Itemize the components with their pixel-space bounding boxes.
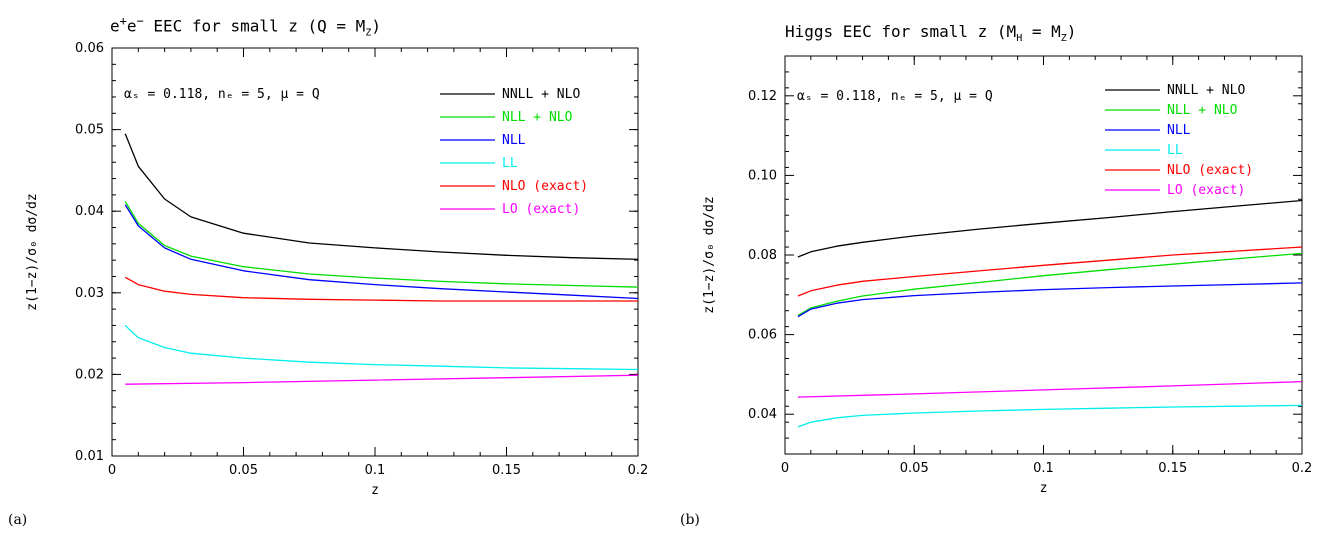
- panel-a-title-sub: Z: [365, 27, 372, 39]
- series-line-nll: [124, 204, 639, 300]
- y-axis-label: z(1−z)/σ₀ dσ/dz: [25, 193, 40, 310]
- panel-b-title-sub2: Z: [1060, 33, 1067, 45]
- x-tick-label: 0.2: [628, 463, 649, 478]
- series-line-nlo-exact-: [797, 246, 1303, 297]
- legend-label: LO (exact): [1167, 183, 1245, 198]
- panel-a-title-end: ): [371, 16, 381, 36]
- legend-label: NLL: [502, 133, 526, 148]
- x-tick-label: 0: [781, 461, 789, 476]
- panel-a-title: e+e− EEC for small z (Q = MZ): [110, 14, 381, 39]
- params-label: αₛ = 0.118, nₑ = 5, μ = Q: [797, 89, 993, 104]
- y-tick-label: 0.10: [748, 168, 777, 183]
- legend-label: LO (exact): [502, 202, 580, 217]
- panel-b-title-mid: = M: [1022, 22, 1061, 41]
- chart-b: 0 0.05 0.1 0.15 0.2 0.04 0.06 0.08 0.10 0.12 z z(1−…: [702, 55, 1313, 496]
- y-tick-label: 0.05: [75, 123, 104, 138]
- legend-label: NLO (exact): [1167, 163, 1253, 178]
- x-tick-label: 0.15: [492, 463, 521, 478]
- panel-a-title-sup2: −: [136, 14, 144, 28]
- panel-a-title-mid: e: [126, 16, 137, 36]
- y-tick-label: 0.12: [748, 89, 777, 104]
- legend-label: NNLL + NLO: [1167, 83, 1245, 98]
- series-line-lo-exact-: [125, 374, 639, 385]
- panel-b-letter: (b): [680, 512, 700, 528]
- chart-a: 0 0.05 0.1 0.15 0.2 0.01 0.02 0.03 0.04 0.05 0.06 z…: [25, 41, 648, 498]
- x-axis-label: z: [371, 483, 379, 498]
- panel-b-title-end: ): [1066, 22, 1077, 41]
- x-tick-label: 0: [108, 463, 116, 478]
- legend-label: NLL + NLO: [1167, 103, 1238, 118]
- series-line-nll-nlo: [124, 201, 639, 288]
- params-label: αₛ = 0.118, nₑ = 5, μ = Q: [124, 87, 320, 102]
- legend-label: NNLL + NLO: [502, 87, 580, 102]
- series-line-nll: [797, 282, 1303, 318]
- x-tick-label: 0.2: [1292, 461, 1313, 476]
- x-axis-label: z: [1040, 481, 1048, 496]
- x-tick-label: 0.1: [1033, 461, 1054, 476]
- series-line-lo-exact-: [797, 380, 1303, 398]
- legend-label: NLO (exact): [502, 179, 588, 194]
- series-line-nlo-exact-: [124, 276, 638, 302]
- y-tick-label: 0.03: [75, 286, 104, 301]
- y-tick-label: 0.06: [75, 41, 104, 56]
- panel-b-title-sub1: H: [1016, 33, 1023, 45]
- legend-label: NLL + NLO: [502, 110, 573, 125]
- y-tick-label: 0.08: [748, 248, 777, 263]
- series-line-nnll-nlo: [124, 133, 639, 260]
- legend-label: NLL: [1167, 123, 1191, 138]
- y-axis-label: z(1−z)/σ₀ dσ/dz: [702, 196, 717, 313]
- y-tick-label: 0.04: [748, 407, 777, 422]
- panel-a-title-pre: e: [110, 16, 120, 36]
- x-tick-label: 0.1: [365, 463, 386, 478]
- y-tick-label: 0.06: [748, 328, 777, 343]
- x-tick-label: 0.05: [229, 463, 258, 478]
- series-line-ll: [797, 404, 1303, 428]
- legend-label: LL: [1167, 143, 1183, 158]
- x-tick-label: 0.05: [900, 461, 929, 476]
- series-line-ll: [124, 324, 639, 371]
- panel-b-title: Higgs EEC for small z (MH = MZ): [785, 22, 1076, 44]
- series-line-nll-nlo: [797, 252, 1303, 317]
- y-tick-label: 0.04: [75, 204, 104, 219]
- series-line-nnll-nlo: [797, 199, 1303, 258]
- y-tick-label: 0.02: [75, 367, 104, 382]
- x-tick-label: 0.15: [1158, 461, 1187, 476]
- panel-a-title-post: EEC for small z (Q = M: [143, 16, 366, 36]
- panel-a-letter: (a): [8, 512, 28, 528]
- panel-b-title-pre: Higgs EEC for small z (M: [785, 22, 1017, 41]
- y-tick-label: 0.01: [75, 449, 104, 464]
- panel-a-title-sup1: +: [119, 14, 127, 28]
- legend-label: LL: [502, 156, 518, 171]
